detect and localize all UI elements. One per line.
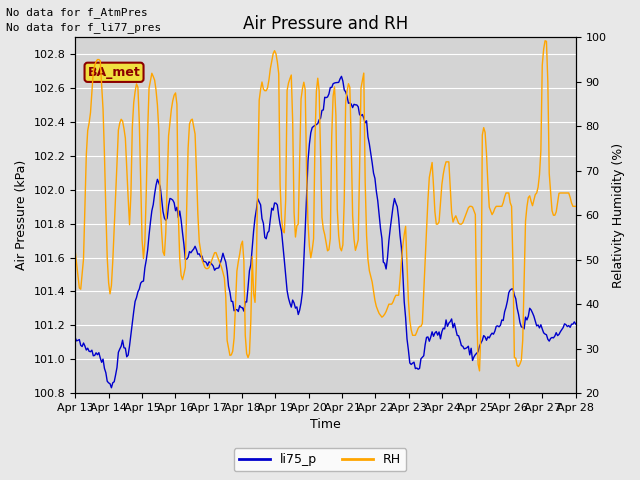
Line: RH: RH [75,41,576,371]
RH [547,189,554,195]
li75_p [247,262,255,267]
RH [476,368,483,374]
li75_p [71,335,79,340]
li75_p [292,305,300,311]
Title: Air Pressure and RH: Air Pressure and RH [243,15,408,33]
RH [237,242,245,248]
RH [71,248,79,254]
Y-axis label: Relativity Humidity (%): Relativity Humidity (%) [612,143,625,288]
li75_p [572,321,580,327]
li75_p [338,73,346,79]
li75_p [134,289,141,295]
li75_p [108,385,115,391]
RH [572,204,580,209]
RH [221,275,228,281]
li75_p [547,336,554,341]
li75_p [222,259,230,265]
Line: li75_p: li75_p [75,76,576,388]
Y-axis label: Air Pressure (kPa): Air Pressure (kPa) [15,160,28,270]
RH [246,350,253,356]
RH [541,38,549,44]
X-axis label: Time: Time [310,419,341,432]
Text: No data for f_li77_pres: No data for f_li77_pres [6,22,162,33]
Legend: li75_p, RH: li75_p, RH [234,448,406,471]
Text: BA_met: BA_met [88,66,140,79]
li75_p [239,305,246,311]
Text: No data for f_AtmPres: No data for f_AtmPres [6,7,148,18]
RH [290,210,298,216]
RH [132,81,140,87]
